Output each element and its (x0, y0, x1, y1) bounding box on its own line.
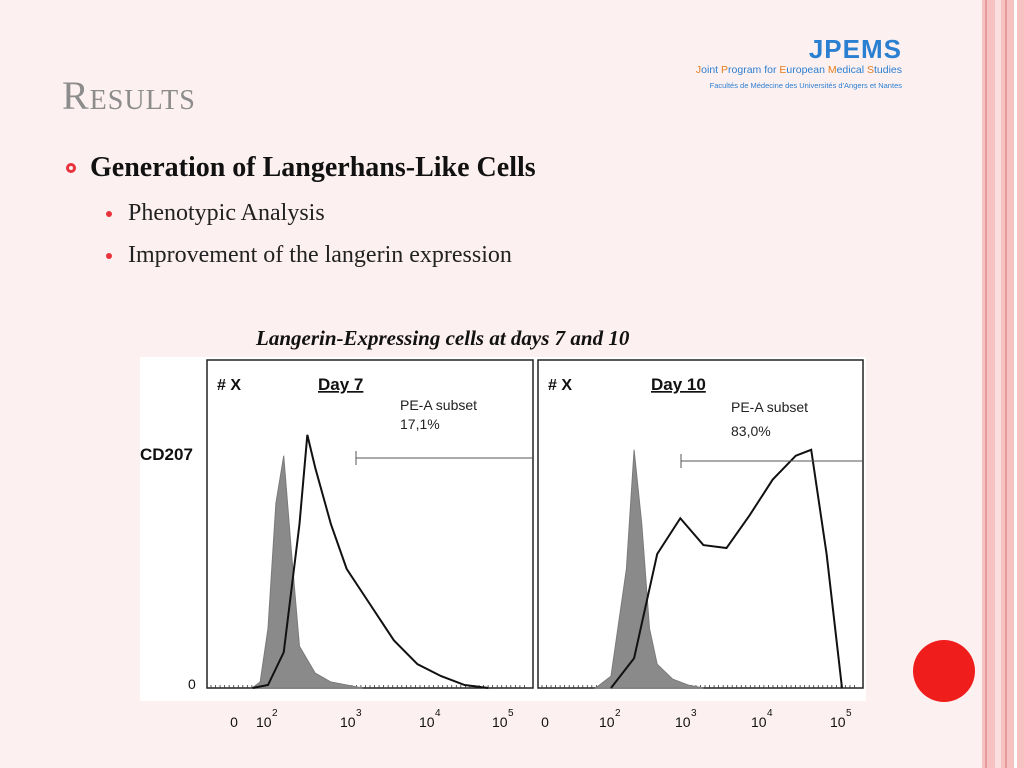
x-tick-label: 10 (419, 714, 435, 730)
subset-label: PE-A subset (400, 397, 477, 413)
y-tick-zero: 0 (188, 676, 196, 692)
logo-text-segment: rogram for (728, 64, 780, 76)
marker-label: CD207 (140, 445, 193, 464)
isotype-histogram-area (250, 455, 363, 689)
bullet-level1-text: Generation of Langerhans-Like Cells (90, 152, 536, 183)
x-tick-label: 0 (230, 714, 238, 730)
x-tick-label: 10 (256, 714, 272, 730)
x-tick-exponent: 4 (767, 708, 773, 719)
x-tick-label: 10 (340, 714, 356, 730)
logo-text-segment: E (779, 64, 787, 76)
bullet-level2-text: Improvement of the langerin expression (128, 242, 512, 268)
x-tick-label: 10 (599, 714, 615, 730)
right-stripe-line-4 (1014, 0, 1017, 768)
logo-faculties: Facultés de Médecine des Universités d'A… (709, 81, 902, 90)
x-tick-exponent: 4 (435, 708, 441, 719)
dot-bullet-icon (106, 252, 112, 259)
x-tick-label: 10 (751, 714, 767, 730)
panel-title: Day 10 (651, 375, 706, 394)
bullet-level2-item: Phenotypic Analysis (106, 200, 325, 227)
right-stripe-line-3 (1005, 0, 1007, 768)
x-tick-label: 10 (492, 714, 508, 730)
jpems-logo: JPEMS Joint Program for European Medical… (696, 36, 902, 90)
cd207-histogram-line (252, 434, 489, 689)
logo-text-segment: P (721, 64, 729, 76)
x-tick-exponent: 5 (846, 708, 852, 719)
logo-text-segment: tudies (873, 64, 902, 76)
x-tick-label: 10 (830, 714, 846, 730)
right-stripe-line-1 (985, 0, 987, 768)
plot-frame (206, 359, 534, 689)
logo-text-segment: M (827, 64, 837, 76)
isotype-histogram-area (594, 449, 704, 689)
red-circle-decoration (913, 640, 975, 702)
right-stripe-band (982, 0, 1024, 768)
logo-text-segment: uropean (786, 64, 828, 76)
logo-text-segment: edical (836, 64, 867, 76)
logo-text-segment: S (866, 64, 874, 76)
x-tick-exponent: 3 (356, 708, 362, 719)
x-tick-label: 10 (675, 714, 691, 730)
bullet-level1: Generation of Langerhans-Like Cells (66, 152, 536, 184)
x-tick-exponent: 2 (272, 708, 278, 719)
y-axis-label: # X (548, 377, 572, 394)
plot-frame (537, 359, 864, 689)
bullet-level2-item: Improvement of the langerin expression (106, 242, 512, 269)
subset-value: 17,1% (400, 416, 440, 432)
figure-caption: Langerin-Expressing cells at days 7 and … (256, 326, 630, 350)
bullet-level2-text: Phenotypic Analysis (128, 200, 325, 226)
x-tick-label: 0 (541, 714, 549, 730)
ring-bullet-icon (66, 163, 76, 173)
y-axis-label: # X (217, 377, 241, 394)
x-tick-exponent: 2 (615, 708, 621, 719)
dot-bullet-icon (106, 210, 112, 217)
panel-title: Day 7 (318, 375, 363, 394)
x-tick-exponent: 5 (508, 708, 514, 719)
logo-text-segment: J (695, 64, 702, 76)
x-tick-exponent: 3 (691, 708, 697, 719)
logo-wordmark: JPEMS (808, 34, 902, 64)
cd207-histogram-line (610, 448, 843, 689)
slide-title: Results (62, 73, 196, 118)
logo-text-segment: oint (701, 64, 721, 76)
right-stripe-line-2 (995, 0, 1001, 768)
logo-program-name: Joint Program for European Medical Studi… (696, 64, 902, 76)
subset-label: PE-A subset (731, 399, 808, 415)
subset-value: 83,0% (731, 423, 771, 439)
